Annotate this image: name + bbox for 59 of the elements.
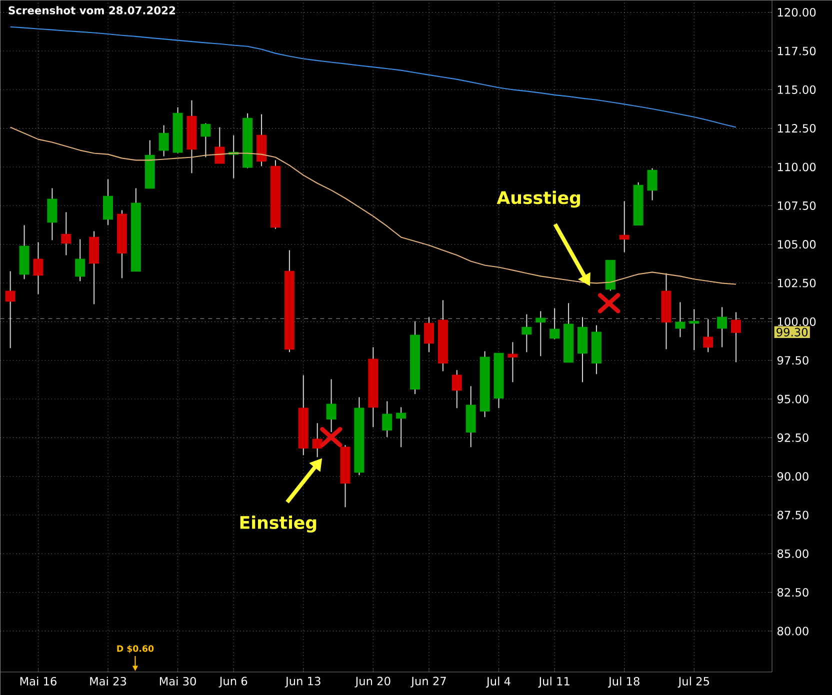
y-tick-label: 107.50 <box>778 201 816 210</box>
candlestick <box>158 124 169 157</box>
candlestick <box>452 370 462 409</box>
candlestick <box>717 306 728 348</box>
y-tick-label: 82.50 <box>778 588 808 597</box>
y-tick-label: 85.00 <box>778 549 808 558</box>
x-tick-label: Mai 16 <box>20 676 56 686</box>
candlestick <box>103 178 114 226</box>
y-tick-label: 120.00 <box>778 8 816 17</box>
candlestick <box>522 314 532 353</box>
candlestick <box>396 406 406 448</box>
candlestick <box>536 310 546 357</box>
x-tick-label: Jul 25 <box>678 676 709 688</box>
candlestick <box>47 188 58 241</box>
y-tick-label: 97.50 <box>777 356 808 365</box>
annotation: Einstieg <box>240 516 316 533</box>
candlestick <box>75 238 86 282</box>
y-tick-label: 95.00 <box>777 394 808 404</box>
y-tick-label: 100.00 <box>778 317 816 326</box>
candlestick <box>703 318 714 353</box>
candlestick <box>508 342 518 383</box>
candlestick <box>731 312 742 363</box>
candlestick <box>647 168 658 201</box>
x-tick-label: Mai 23 <box>90 676 126 686</box>
y-tick-label: 115.00 <box>778 85 816 94</box>
y-tick-label: 80.00 <box>778 626 808 636</box>
candlestick <box>5 270 16 349</box>
annotation: Ausstieg <box>496 190 580 208</box>
y-tick-label: 112.50 <box>778 124 816 133</box>
x-tick-label: Jun 6 <box>218 676 248 688</box>
y-tick-label: 92.50 <box>777 433 808 442</box>
candlestick <box>326 378 336 433</box>
annotation: D $0.60 <box>117 645 154 653</box>
candlestick <box>689 308 700 351</box>
x-tick-label: Jul 18 <box>608 676 640 688</box>
chart-title: Screenshot vom 28.07.2022 <box>8 6 176 14</box>
candlestick <box>312 422 322 458</box>
candlestick <box>550 308 560 340</box>
candlestick <box>200 122 211 158</box>
y-tick-label: 90.00 <box>777 472 808 481</box>
x-tick-label: Jun 20 <box>354 676 390 688</box>
x-tick-label: Jun 13 <box>284 676 320 688</box>
y-tick-label: 105.00 <box>778 240 816 249</box>
y-tick-label: 102.50 <box>778 278 816 288</box>
candlestick <box>33 242 44 295</box>
candlestick <box>675 302 686 338</box>
x-tick-label: Jun 27 <box>410 676 446 688</box>
x-tick-label: Jul 11 <box>538 676 570 688</box>
x-tick-label: Mai 30 <box>160 676 196 686</box>
y-tick-label: 87.50 <box>778 510 808 520</box>
x-tick-label: Jul 4 <box>486 676 510 688</box>
candlestick <box>214 126 225 164</box>
y-tick-label: 117.50 <box>778 46 816 56</box>
candlestick <box>61 212 72 256</box>
candlestick <box>619 200 630 253</box>
text: 99.30 <box>776 328 808 336</box>
candlestick <box>382 400 392 438</box>
y-tick-label: 110.00 <box>778 162 816 172</box>
candlestick <box>424 316 434 353</box>
